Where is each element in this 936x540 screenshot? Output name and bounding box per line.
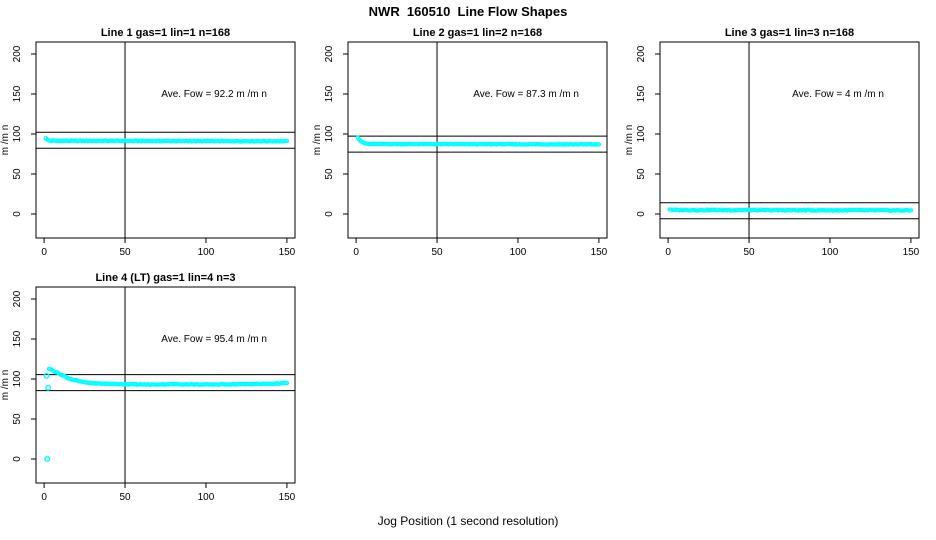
x-tick-label: 0 [353, 247, 359, 258]
y-tick-label: 0 [12, 211, 23, 217]
y-tick-label: 100 [636, 125, 647, 142]
x-tick-label: 150 [279, 492, 296, 503]
x-tick-label: 50 [743, 247, 755, 258]
outlier-point [43, 372, 50, 379]
y-tick-label: 200 [12, 290, 23, 307]
outlier-point [45, 384, 52, 391]
y-tick-label: 200 [636, 45, 647, 62]
y-tick-label: 150 [636, 85, 647, 102]
subplot-line-2-chart: Line 2 gas=1 lin=2 n=168 0 50 100 150 0 50 100 1… [312, 27, 608, 258]
data-point [596, 142, 602, 147]
y-tick-label: 100 [324, 125, 335, 142]
data-point [284, 138, 290, 144]
x-tick-label: 100 [510, 247, 527, 258]
annotation: Ave. Fow = 92.2 m /m n [161, 89, 267, 100]
x-tick-label: 100 [198, 492, 215, 503]
subplot-title: Line 3 gas=1 lin=3 n=168 [725, 27, 854, 39]
subplot-line-4: Line 4 (LT) gas=1 lin=4 n=3 0 50 100 150 0 50 1… [0, 265, 312, 510]
plot-box [35, 41, 296, 239]
annotation: Ave. Fow = 95.4 m /m n [161, 334, 267, 345]
data-point [908, 208, 914, 213]
y-tick-label: 150 [12, 85, 23, 102]
y-tick-label: 50 [324, 168, 335, 180]
x-tick-label: 0 [41, 492, 47, 503]
y-tick-label: 50 [12, 413, 23, 425]
x-tick-label: 0 [665, 247, 671, 258]
subplot-line-4-chart: Line 4 (LT) gas=1 lin=4 n=3 0 50 100 150 0 50 1… [0, 272, 296, 503]
outlier-point [44, 455, 51, 462]
y-tick-label: 150 [12, 330, 23, 347]
x-tick-label: 50 [119, 492, 131, 503]
data-point [284, 380, 290, 386]
y-tick-label: 200 [324, 45, 335, 62]
x-tick-label: 100 [198, 247, 215, 258]
y-axis-label: m /m n [0, 370, 11, 401]
x-tick-label: 50 [431, 247, 443, 258]
subplot-line-3-chart: Line 3 gas=1 lin=3 n=168 0 50 100 150 0 50 100 1… [624, 27, 920, 258]
y-tick-label: 0 [12, 456, 23, 462]
subplot-title: Line 2 gas=1 lin=2 n=168 [413, 27, 542, 39]
y-tick-label: 0 [636, 211, 647, 217]
subplot-line-2: Line 2 gas=1 lin=2 n=168 0 50 100 150 0 50 100 1… [312, 20, 624, 265]
plot-box [35, 286, 296, 484]
x-tick-label: 0 [41, 247, 47, 258]
y-tick-label: 50 [636, 168, 647, 180]
subplot-line-1-chart: Line 1 gas=1 lin=1 n=168 0 50 100 150 0 50 100 1… [0, 27, 296, 258]
x-tick-label: 150 [591, 247, 608, 258]
y-tick-label: 50 [12, 168, 23, 180]
subplot-title: Line 4 (LT) gas=1 lin=4 n=3 [95, 272, 235, 284]
y-axis-label: m /m n [624, 125, 635, 156]
y-tick-label: 100 [12, 370, 23, 387]
y-axis-label: m /m n [0, 125, 11, 156]
x-axis-figure-label: Jog Position (1 second resolution) [377, 514, 559, 528]
annotation: Ave. Fow = 87.3 m /m n [473, 89, 579, 100]
x-tick-label: 150 [279, 247, 296, 258]
plot-box [347, 41, 608, 239]
annotation: Ave. Fow = 4 m /m n [792, 89, 884, 100]
subplot-line-1: Line 1 gas=1 lin=1 n=168 0 50 100 150 0 50 100 1… [0, 20, 312, 265]
x-tick-label: 50 [119, 247, 131, 258]
figure-title: NWR 160510 Line Flow Shapes [368, 4, 568, 19]
subplot-title: Line 1 gas=1 lin=1 n=168 [101, 27, 230, 39]
y-tick-label: 150 [324, 85, 335, 102]
plot-box [659, 41, 920, 239]
y-tick-label: 200 [12, 45, 23, 62]
x-tick-label: 100 [822, 247, 839, 258]
y-tick-label: 100 [12, 125, 23, 142]
y-axis-label: m /m n [312, 125, 323, 156]
y-tick-label: 0 [324, 211, 335, 217]
subplot-line-3: Line 3 gas=1 lin=3 n=168 0 50 100 150 0 50 100 1… [624, 20, 936, 265]
x-tick-label: 150 [903, 247, 920, 258]
